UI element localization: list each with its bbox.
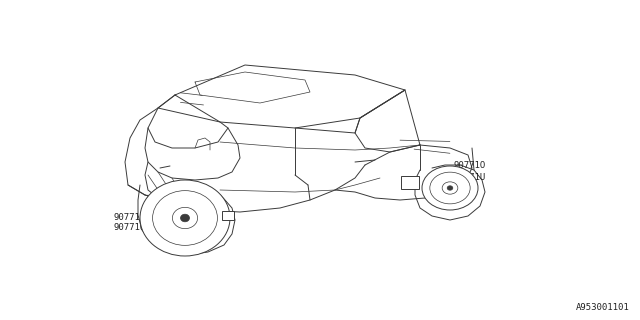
Ellipse shape xyxy=(140,180,230,256)
Ellipse shape xyxy=(442,182,458,194)
Text: 90771U: 90771U xyxy=(114,223,146,232)
Ellipse shape xyxy=(422,166,478,210)
Text: 90771O: 90771O xyxy=(114,213,146,222)
Ellipse shape xyxy=(172,207,198,228)
Ellipse shape xyxy=(447,186,453,190)
Bar xyxy=(401,175,419,188)
Text: 90771O: 90771O xyxy=(453,161,485,170)
Bar xyxy=(222,211,234,220)
Text: A953001101: A953001101 xyxy=(576,303,630,312)
Ellipse shape xyxy=(180,214,189,222)
Ellipse shape xyxy=(430,172,470,204)
Text: 90771U: 90771U xyxy=(453,173,485,182)
Ellipse shape xyxy=(152,191,218,245)
